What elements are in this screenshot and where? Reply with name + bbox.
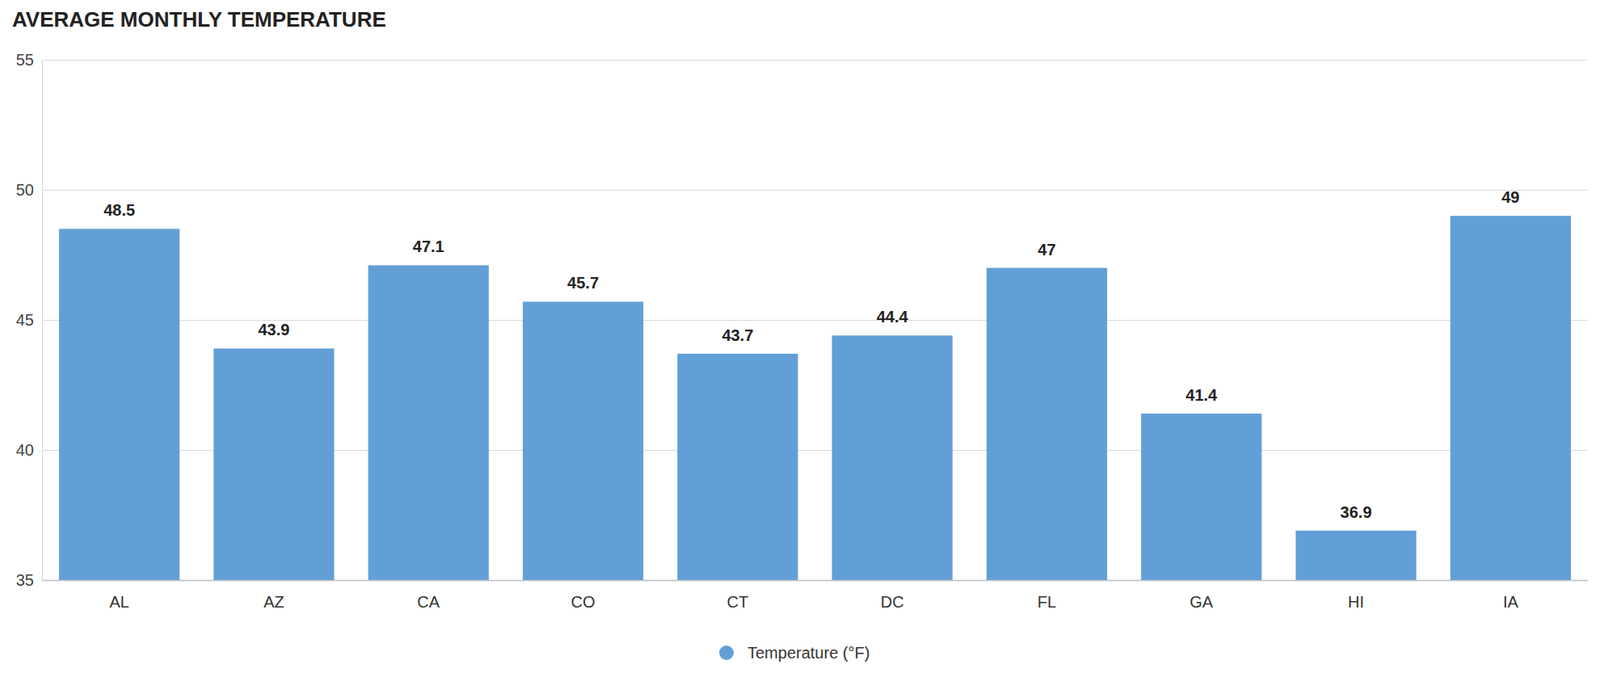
title: AVERAGE MONTHLY TEMPERATURE [12,7,387,32]
data-label: 41.4 [1185,386,1218,405]
legend-marker [719,645,734,661]
y-tick-label: 35 [16,571,34,590]
x-tick: CA [416,580,440,611]
data-label: 44.4 [876,307,910,326]
bar [213,348,334,581]
legend: Temperature (°F) [719,644,870,662]
y-tick-label: 40 [16,441,34,459]
y-tick-label: 50 [16,181,34,199]
data-labels: 48.5 43.9 47.1 45.7 43.7 44.4 47 41.4 36.9 49 [103,188,1520,522]
x-tick-label: CA [416,593,440,611]
legend-label: Temperature (°F) [747,644,870,662]
data-label: 43.9 [257,320,290,339]
bar [1141,413,1262,581]
bar [677,353,798,581]
data-label: 47.1 [412,237,445,256]
x-axis-line [42,580,1589,582]
y-tick: 55 [16,50,1588,69]
x-tick: CO [571,580,596,611]
y-tick: 45 [16,311,1588,329]
x-tick-label: CT [727,593,750,611]
data-label: 47 [1037,240,1056,259]
x-tick: IA [1503,580,1520,611]
y-axis-line [42,60,1589,582]
data-label: 43.7 [721,326,754,345]
y-tick-label: 45 [16,311,34,329]
x-tick-label: GA [1189,593,1214,611]
x-tick: CT [727,580,750,611]
grid-line [42,59,1588,61]
x-tick-label: HI [1347,593,1365,611]
data-label: 49 [1501,188,1520,207]
y-axis: 35 40 45 50 55 [16,50,1588,590]
x-tick: DC [880,580,905,611]
data-label: 36.9 [1340,503,1373,522]
bar [1295,530,1416,581]
chart: AVERAGE MONTHLY TEMPERATURE 35 40 45 50 55 48.… [0,0,1600,677]
x-tick-label: FL [1037,593,1057,611]
x-tick: AL [109,580,129,611]
data-label: 48.5 [103,201,135,219]
x-tick-label: IA [1503,593,1520,611]
grid-line [42,189,1588,191]
x-tick: GA [1189,580,1214,611]
x-tick-label: DC [880,593,905,611]
bar [832,335,953,581]
x-axis: AL AZ CA CO CT DC FL GA HI IA [42,580,1589,611]
bar [1450,215,1571,581]
y-tick: 50 [16,181,1588,199]
grid-line [42,580,1588,582]
x-tick-label: AL [109,593,129,611]
x-tick: HI [1347,580,1365,611]
bar [522,301,644,581]
plot: 35 40 45 50 55 48.5 43.9 47.1 45.7 43.7 44.4 47 41.4… [16,50,1589,611]
bar [986,268,1108,581]
x-tick-label: AZ [263,593,285,611]
bar [368,265,489,581]
x-tick-label: CO [571,593,596,611]
bars [58,215,1571,581]
bar [58,228,180,581]
data-label: 45.7 [567,273,599,292]
x-tick: FL [1037,580,1057,611]
y-tick-label: 55 [16,50,34,69]
x-tick: AZ [263,580,285,611]
